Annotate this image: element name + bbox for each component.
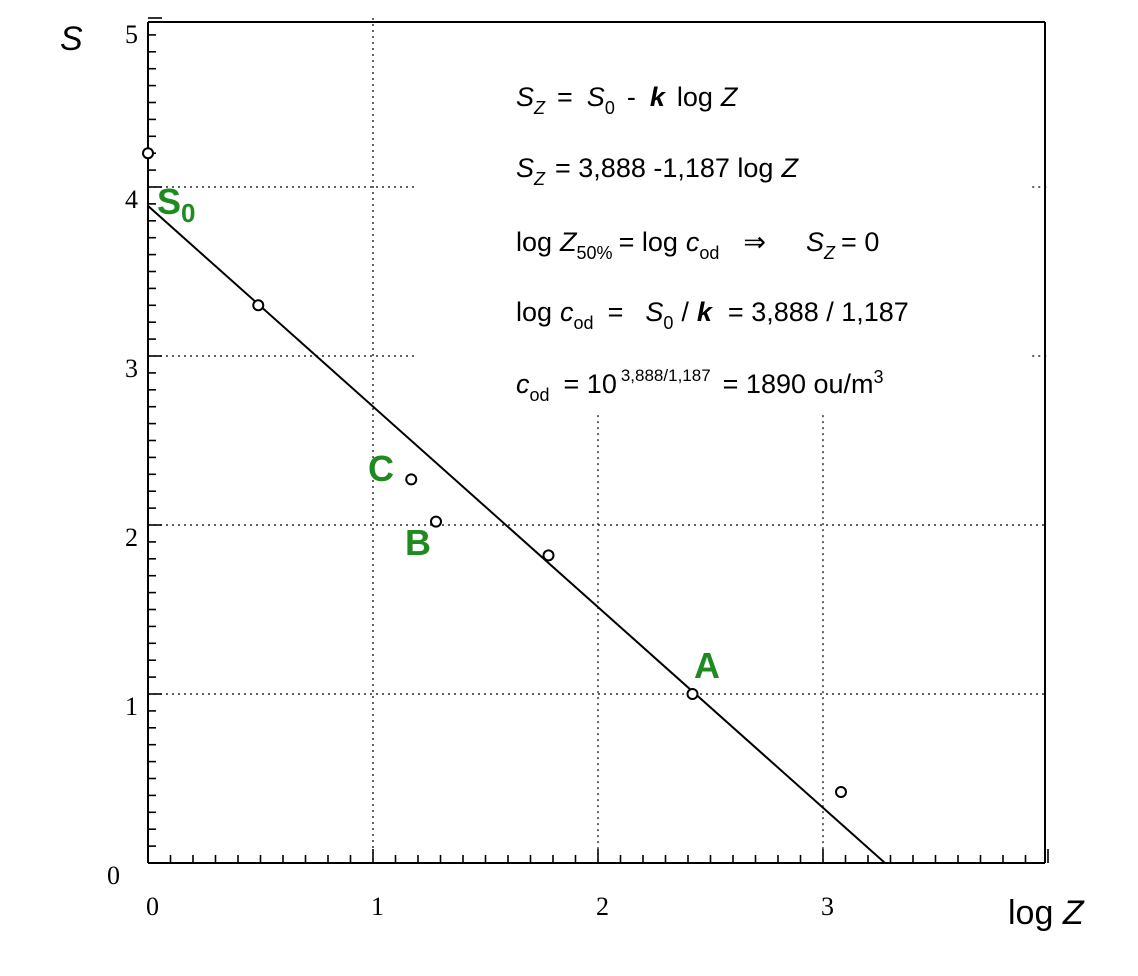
- data-point-4: [542, 549, 555, 562]
- y-tick-label-3: 3: [125, 354, 138, 383]
- label-s0: S0: [157, 181, 195, 228]
- label-b: B: [405, 522, 431, 563]
- x-axis-title-z: Z: [1062, 894, 1085, 932]
- equation-3: log Z50% = log cod ⇒ SZ = 0: [516, 227, 879, 263]
- data-point-0: [142, 147, 154, 160]
- equation-4: log cod = S0/k = 3,888 / 1,187: [516, 297, 909, 333]
- x-tick-labels: 0 1 2 3: [146, 892, 834, 921]
- data-points: [142, 147, 847, 799]
- y-tick-label-4: 4: [125, 185, 138, 214]
- plot-frame: [147, 21, 1046, 864]
- data-point-3: [430, 515, 442, 528]
- y-tick-label-2: 2: [125, 523, 138, 552]
- data-point-6: [835, 786, 847, 799]
- equation-2: SZ = 3,888 -1,187 log Z: [516, 153, 799, 189]
- data-point-5: [686, 688, 699, 700]
- x-tick-label-1: 1: [371, 892, 384, 921]
- data-point-2: [405, 473, 418, 486]
- fit-line: [147, 205, 886, 864]
- x-tick-label-2: 2: [596, 892, 609, 921]
- x-tick-label-3: 3: [821, 892, 834, 921]
- gridlines: [148, 18, 1048, 863]
- data-point-1: [252, 299, 265, 312]
- equations: SZ = S0- k log Z SZ = 3,888 -1,187 log Z log Z50…: [516, 82, 909, 405]
- y-tick-label-5: 5: [125, 20, 138, 49]
- x-axis-title: log Z: [1008, 894, 1085, 932]
- equation-5: cod = 10 3,888/1,187 = 1890 ou/m3: [516, 366, 884, 405]
- y-tick-label-1: 1: [125, 692, 138, 721]
- x-tick-label-0: 0: [146, 892, 159, 921]
- label-a: A: [694, 645, 720, 686]
- axis-ticks: [147, 17, 1049, 864]
- y-axis-title: S: [60, 20, 83, 58]
- equation-1: SZ = S0- k log Z: [516, 82, 739, 118]
- label-c: C: [368, 448, 394, 489]
- y-tick-labels: 0 1 2 3 4 5: [107, 20, 138, 890]
- y-tick-label-0: 0: [107, 861, 120, 890]
